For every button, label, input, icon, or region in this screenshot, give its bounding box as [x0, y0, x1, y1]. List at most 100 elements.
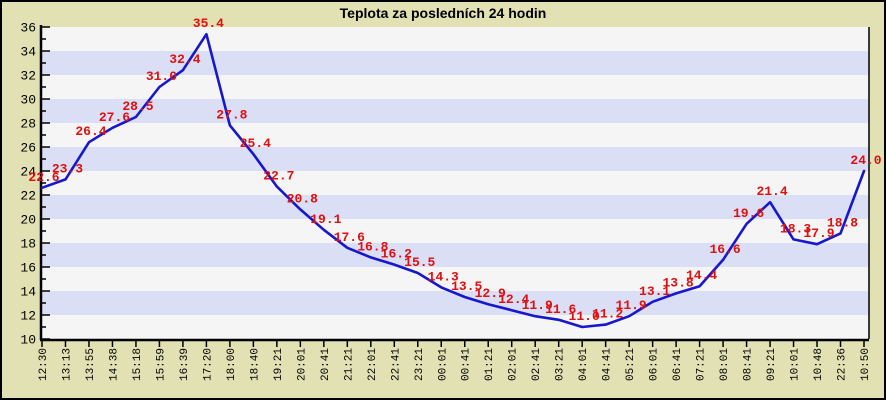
point-value-label: 19.1	[310, 212, 341, 227]
point-value-label: 14.3	[428, 269, 459, 284]
point-value-label: 11.0	[569, 309, 600, 324]
point-value-label: 19.6	[733, 206, 764, 221]
y-tick-label: 10	[20, 333, 36, 348]
point-value-label: 13.1	[639, 284, 670, 299]
x-tick-label: 13:55	[85, 348, 97, 381]
x-tick-label: 12:30	[38, 348, 50, 381]
x-tick-label: 22:01	[367, 348, 379, 381]
plot-band	[42, 315, 869, 339]
x-tick-label: 04:01	[578, 348, 590, 381]
plot-band	[42, 99, 869, 123]
y-tick-label: 36	[20, 21, 36, 36]
point-value-label: 22.7	[263, 169, 294, 184]
y-tick-label: 22	[20, 189, 36, 204]
x-tick-label: 21:21	[343, 348, 355, 381]
y-tick-label: 28	[20, 117, 36, 132]
plot-band	[42, 243, 869, 267]
x-tick-label: 00:41	[461, 348, 473, 381]
y-tick-label: 34	[20, 45, 36, 60]
point-value-label: 16.8	[357, 239, 388, 254]
y-tick-label: 16	[20, 261, 36, 276]
point-value-label: 27.8	[216, 107, 247, 122]
x-tick-label: 02:01	[508, 348, 520, 381]
x-tick-label: 08:41	[743, 348, 755, 381]
point-value-label: 17.9	[803, 226, 834, 241]
y-tick-label: 18	[20, 237, 36, 252]
point-value-label: 25.4	[240, 136, 271, 151]
point-value-label: 12.4	[498, 292, 529, 307]
point-value-label: 15.5	[404, 255, 435, 270]
point-value-label: 27.6	[99, 110, 130, 125]
point-value-label: 18.8	[827, 215, 858, 230]
point-value-label: 24.0	[850, 153, 881, 168]
x-tick-label: 18:00	[226, 348, 238, 381]
chart-title: Teplota za posledních 24 hodin	[339, 5, 547, 21]
point-value-label: 12.9	[475, 286, 506, 301]
point-value-label: 11.2	[592, 307, 623, 322]
x-tick-label: 22:36	[837, 348, 849, 381]
point-value-label: 26.4	[75, 124, 106, 139]
x-tick-label: 06:41	[672, 348, 684, 381]
x-tick-label: 07:21	[696, 348, 708, 381]
x-tick-label: 10:01	[790, 348, 802, 381]
point-value-label: 13.5	[451, 279, 482, 294]
plot-band	[42, 219, 869, 243]
plot-band	[42, 291, 869, 315]
x-tick-label: 14:38	[108, 348, 120, 381]
point-value-label: 20.8	[287, 191, 318, 206]
point-value-label: 32.4	[169, 52, 200, 67]
y-tick-label: 24	[20, 165, 36, 180]
temperature-line	[40, 32, 866, 329]
x-tick-label: 08:01	[719, 348, 731, 381]
plot-band	[42, 195, 869, 219]
y-tick-label: 20	[20, 213, 36, 228]
y-tick-label: 12	[20, 309, 36, 324]
x-tick-label: 10:48	[813, 348, 825, 381]
point-value-label: 35.4	[193, 16, 224, 31]
plot-band	[42, 123, 869, 147]
plot-band	[42, 75, 869, 99]
x-tick-label: 03:21	[555, 348, 567, 381]
point-value-label: 23.3	[52, 161, 83, 176]
point-value-label: 14.4	[686, 268, 717, 283]
point-value-label: 31.0	[146, 69, 177, 84]
point-value-label: 11.9	[616, 298, 647, 313]
x-tick-label: 13:13	[61, 348, 73, 381]
y-tick-label: 32	[20, 69, 36, 84]
point-value-label: 28.5	[122, 99, 153, 114]
point-value-label: 11.9	[522, 298, 553, 313]
x-tick-label: 20:01	[296, 348, 308, 381]
plot-band	[42, 267, 869, 291]
plot-band	[42, 171, 869, 195]
point-value-label: 18.3	[780, 221, 811, 236]
point-value-label: 16.6	[709, 242, 740, 257]
x-tick-label: 23:21	[414, 348, 426, 381]
point-value-label: 22.6	[28, 170, 59, 185]
point-value-label: 17.6	[334, 230, 365, 245]
x-tick-label: 04:41	[602, 348, 614, 381]
point-value-label: 21.4	[756, 184, 787, 199]
y-tick-label: 30	[20, 93, 36, 108]
x-tick-label: 16:39	[179, 348, 191, 381]
x-tick-label: 00:01	[437, 348, 449, 381]
point-value-label: 13.8	[663, 275, 694, 290]
x-tick-label: 05:21	[625, 348, 637, 381]
x-tick-label: 09:21	[766, 348, 778, 381]
x-tick-label: 20:41	[320, 348, 332, 381]
x-tick-label: 06:01	[649, 348, 661, 381]
x-tick-label: 02:41	[531, 348, 543, 381]
x-tick-label: 22:41	[390, 348, 402, 381]
x-tick-label: 18:40	[249, 348, 261, 381]
point-value-label: 11.6	[545, 302, 576, 317]
y-tick-label: 26	[20, 141, 36, 156]
x-tick-label: 15:18	[132, 348, 144, 381]
point-value-label: 16.2	[381, 247, 412, 262]
x-tick-label: 15:59	[155, 348, 167, 381]
y-tick-label: 14	[20, 285, 36, 300]
x-tick-label: 10:50	[860, 348, 872, 381]
x-tick-label: 19:21	[273, 348, 285, 381]
x-tick-label: 17:20	[202, 348, 214, 381]
plot-band	[42, 27, 869, 51]
